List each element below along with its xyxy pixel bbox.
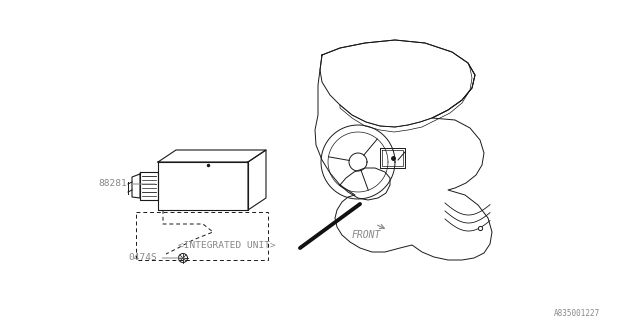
Text: FRONT: FRONT <box>352 230 381 240</box>
Text: A835001227: A835001227 <box>554 309 600 318</box>
Text: 0474S: 0474S <box>128 253 185 262</box>
Text: <INTEGRATED UNIT>: <INTEGRATED UNIT> <box>178 242 276 251</box>
Text: 88281: 88281 <box>98 180 156 188</box>
